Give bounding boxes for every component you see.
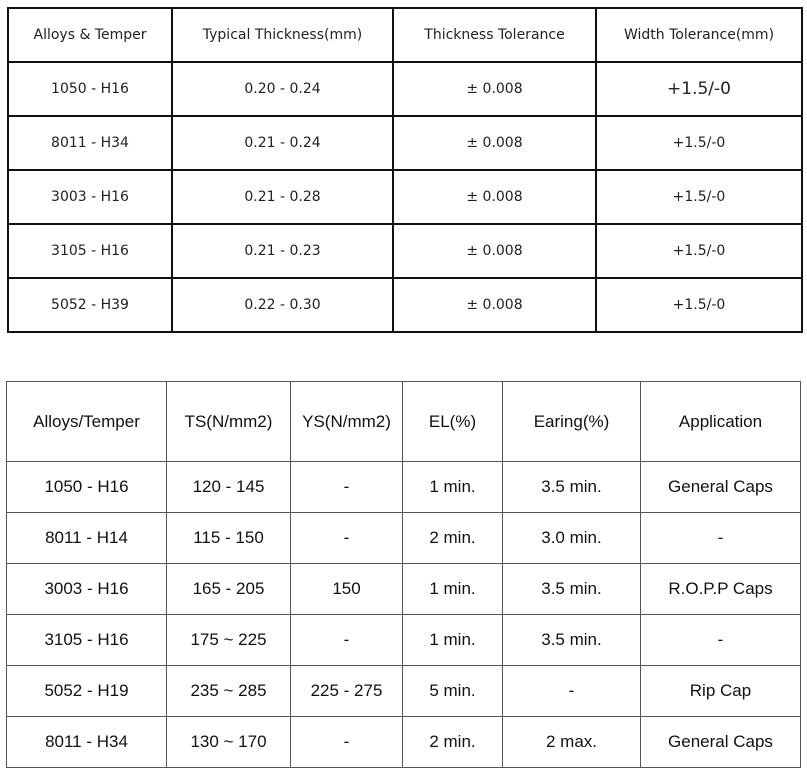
ts-cell: 175 ~ 225 <box>166 614 291 666</box>
ts-cell: 120 - 145 <box>166 461 291 513</box>
alloy-cell: 1050 - H16 <box>7 61 173 117</box>
table-row: 8011 - H34 130 ~ 170 - 2 min. 2 max. Gen… <box>6 716 801 768</box>
table-row: 8011 - H14 115 - 150 - 2 min. 3.0 min. - <box>6 512 801 564</box>
el-cell: 1 min. <box>402 614 503 666</box>
header-application: Application <box>640 381 801 462</box>
thickness-cell: 0.21 - 0.24 <box>171 115 394 171</box>
table-row: 3105 - H16 0.21 - 0.23 ± 0.008 +1.5/-0 <box>7 223 803 279</box>
el-cell: 2 min. <box>402 716 503 768</box>
header-earing: Earing(%) <box>502 381 641 462</box>
table-row: 5052 - H19 235 ~ 285 225 - 275 5 min. - … <box>6 665 801 717</box>
el-cell: 5 min. <box>402 665 503 717</box>
earing-cell: 3.5 min. <box>502 461 641 513</box>
earing-cell: 3.0 min. <box>502 512 641 564</box>
application-cell: R.O.P.P Caps <box>640 563 801 615</box>
application-cell: - <box>640 614 801 666</box>
header-tensile-strength: TS(N/mm2) <box>166 381 291 462</box>
table-row: 1050 - H16 120 - 145 - 1 min. 3.5 min. G… <box>6 461 801 513</box>
table-row: 3003 - H16 0.21 - 0.28 ± 0.008 +1.5/-0 <box>7 169 803 225</box>
el-cell: 1 min. <box>402 461 503 513</box>
alloy-cell: 5052 - H19 <box>6 665 167 717</box>
spec-header-row: Alloys & Temper Typical Thickness(mm) Th… <box>7 7 803 63</box>
el-cell: 2 min. <box>402 512 503 564</box>
alloy-cell: 1050 - H16 <box>6 461 167 513</box>
alloy-cell: 3105 - H16 <box>6 614 167 666</box>
spec-table: Alloys & Temper Typical Thickness(mm) Th… <box>7 7 803 333</box>
ts-cell: 115 - 150 <box>166 512 291 564</box>
thickness-cell: 0.21 - 0.28 <box>171 169 394 225</box>
ys-cell: - <box>290 614 403 666</box>
thickness-tolerance-cell: ± 0.008 <box>392 277 597 333</box>
alloy-cell: 3003 - H16 <box>7 169 173 225</box>
application-cell: - <box>640 512 801 564</box>
property-header-row: Alloys/Temper TS(N/mm2) YS(N/mm2) EL(%) … <box>6 381 801 462</box>
alloy-cell: 5052 - H39 <box>7 277 173 333</box>
table-row: 1050 - H16 0.20 - 0.24 ± 0.008 +1.5/-0 <box>7 61 803 117</box>
ts-cell: 235 ~ 285 <box>166 665 291 717</box>
thickness-cell: 0.20 - 0.24 <box>171 61 394 117</box>
ys-cell: - <box>290 461 403 513</box>
header-elongation: EL(%) <box>402 381 503 462</box>
thickness-tolerance-cell: ± 0.008 <box>392 169 597 225</box>
header-yield-strength: YS(N/mm2) <box>290 381 403 462</box>
alloy-cell: 3003 - H16 <box>6 563 167 615</box>
header-thickness-tolerance: Thickness Tolerance <box>392 7 597 63</box>
el-cell: 1 min. <box>402 563 503 615</box>
width-tolerance-cell: +1.5/-0 <box>595 169 803 225</box>
application-cell: General Caps <box>640 461 801 513</box>
thickness-tolerance-cell: ± 0.008 <box>392 223 597 279</box>
header-alloys-temper: Alloys/Temper <box>6 381 167 462</box>
earing-cell: 3.5 min. <box>502 563 641 615</box>
table-row: 5052 - H39 0.22 - 0.30 ± 0.008 +1.5/-0 <box>7 277 803 333</box>
table-row: 3003 - H16 165 - 205 150 1 min. 3.5 min.… <box>6 563 801 615</box>
width-tolerance-cell: +1.5/-0 <box>595 115 803 171</box>
earing-cell: 2 max. <box>502 716 641 768</box>
header-typical-thickness: Typical Thickness(mm) <box>171 7 394 63</box>
ts-cell: 165 - 205 <box>166 563 291 615</box>
alloy-cell: 8011 - H34 <box>7 115 173 171</box>
ts-cell: 130 ~ 170 <box>166 716 291 768</box>
ys-cell: - <box>290 512 403 564</box>
alloy-cell: 3105 - H16 <box>7 223 173 279</box>
thickness-tolerance-cell: ± 0.008 <box>392 61 597 117</box>
width-tolerance-cell: +1.5/-0 <box>595 277 803 333</box>
alloy-cell: 8011 - H14 <box>6 512 167 564</box>
thickness-cell: 0.21 - 0.23 <box>171 223 394 279</box>
width-tolerance-cell: +1.5/-0 <box>595 223 803 279</box>
ys-cell: 225 - 275 <box>290 665 403 717</box>
header-width-tolerance: Width Tolerance(mm) <box>595 7 803 63</box>
thickness-tolerance-cell: ± 0.008 <box>392 115 597 171</box>
ys-cell: - <box>290 716 403 768</box>
table-row: 8011 - H34 0.21 - 0.24 ± 0.008 +1.5/-0 <box>7 115 803 171</box>
property-table: Alloys/Temper TS(N/mm2) YS(N/mm2) EL(%) … <box>6 381 801 768</box>
table-row: 3105 - H16 175 ~ 225 - 1 min. 3.5 min. - <box>6 614 801 666</box>
application-cell: Rip Cap <box>640 665 801 717</box>
application-cell: General Caps <box>640 716 801 768</box>
width-tolerance-cell: +1.5/-0 <box>595 61 803 117</box>
thickness-cell: 0.22 - 0.30 <box>171 277 394 333</box>
ys-cell: 150 <box>290 563 403 615</box>
earing-cell: 3.5 min. <box>502 614 641 666</box>
header-alloys-temper: Alloys & Temper <box>7 7 173 63</box>
earing-cell: - <box>502 665 641 717</box>
alloy-cell: 8011 - H34 <box>6 716 167 768</box>
